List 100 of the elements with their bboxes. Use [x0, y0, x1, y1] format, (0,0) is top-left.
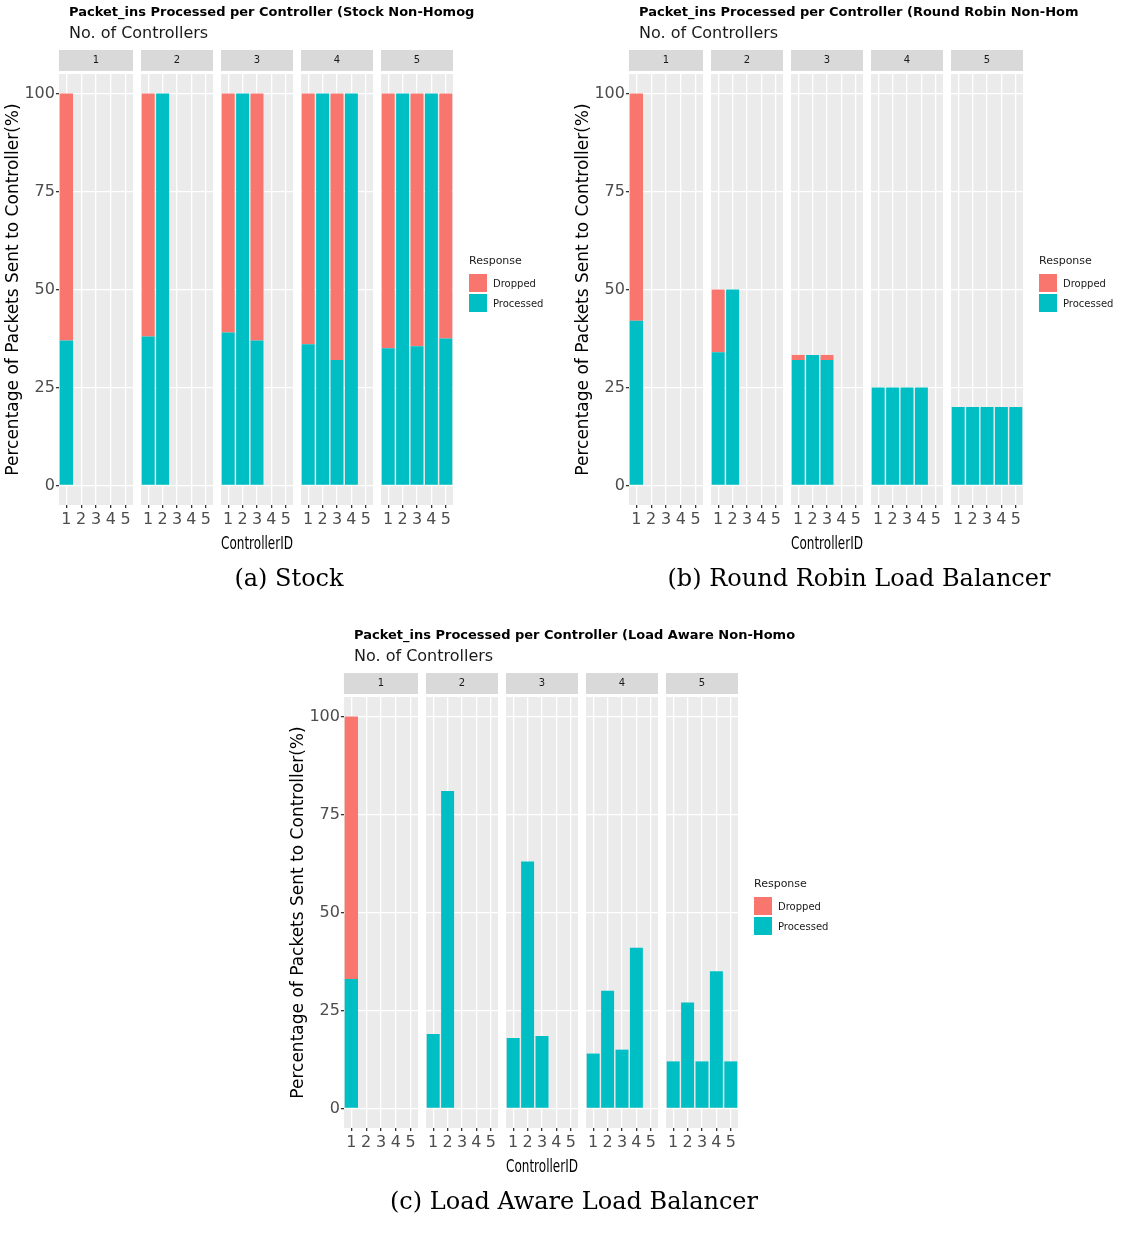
x-tick-label: 2	[157, 508, 168, 528]
text: No. of Controllers	[69, 23, 209, 42]
x-tick-label: 5	[1010, 508, 1021, 528]
y-tick-label: 75	[34, 180, 55, 200]
chart-title: 3	[823, 54, 831, 66]
x-tick-label: 2	[727, 508, 738, 528]
x-tick-label: 1	[61, 508, 72, 528]
x-tick-label: 3	[375, 1131, 387, 1151]
x-tick-label: 1	[143, 508, 154, 528]
y-tick-label: 50	[604, 278, 625, 298]
x-tick-label: 3	[171, 508, 183, 528]
text: Packet_ins Processed per Controller (Load Aware Non-Homo	[354, 627, 796, 642]
chart-title: 1	[662, 54, 670, 66]
y-tick-label: 75	[319, 803, 340, 823]
x-tick-label: 4	[996, 508, 1007, 528]
chart-title: 1	[377, 677, 385, 689]
x-tick-label: 3	[981, 508, 993, 528]
x-tick-label: 1	[588, 1131, 599, 1151]
legend-label: Processed	[778, 920, 829, 932]
x-tick-label: 1	[383, 508, 394, 528]
y-tick-label: 50	[34, 278, 55, 298]
x-tick-label: 5	[280, 508, 291, 528]
x-tick-label: 2	[807, 508, 818, 528]
y-axis-title: Percentage of Packets Sent to Controller(%)	[286, 726, 307, 1099]
y-tick-label: 25	[34, 376, 55, 396]
x-tick-label: 3	[411, 508, 423, 528]
x-tick-label: 3	[696, 1131, 708, 1151]
y-tick-label: 75	[604, 180, 625, 200]
x-tick-label: 3	[660, 508, 672, 528]
x-tick-label: 3	[331, 508, 343, 528]
x-tick-label: 3	[616, 1131, 628, 1151]
x-tick-label: 4	[471, 1131, 482, 1151]
x-tick-label: 4	[711, 1131, 722, 1151]
y-tick-label: 0	[614, 474, 625, 494]
text: No. of Controllers	[639, 23, 779, 42]
bar	[439, 93, 453, 339]
x-tick-label: 3	[741, 508, 753, 528]
x-tick-label: 5	[200, 508, 211, 528]
x-tick-label: 3	[90, 508, 102, 528]
x-tick-label: 1	[508, 1131, 519, 1151]
chart-title: 2	[173, 54, 181, 66]
y-axis-title: Percentage of Packets Sent to Controller(%)	[1, 103, 22, 476]
legend-label: Dropped	[1063, 277, 1106, 289]
x-tick-label: 4	[390, 1131, 401, 1151]
x-tick-label: 4	[105, 508, 116, 528]
chart-title: 2	[743, 54, 751, 66]
x-tick-label: 5	[405, 1131, 416, 1151]
x-tick-label: 5	[725, 1131, 736, 1151]
x-tick-label: 2	[967, 508, 978, 528]
chart-title: 5	[698, 677, 706, 689]
y-axis-title: Percentage of Packets Sent to Controller(%)	[571, 103, 592, 476]
x-tick-label: 4	[836, 508, 847, 528]
text: (b) Round Robin Load Balancer	[666, 564, 1052, 592]
x-tick-label: 4	[631, 1131, 642, 1151]
legend-label: Processed	[1063, 297, 1114, 309]
chart-title: 3	[253, 54, 261, 66]
bar	[410, 93, 424, 347]
text: (c) Load Aware Load Balancer	[388, 1187, 760, 1215]
x-axis-title: ControllerID	[506, 1155, 578, 1177]
x-tick-label: 4	[266, 508, 277, 528]
chart-title: 4	[618, 677, 626, 689]
x-tick-label: 5	[120, 508, 131, 528]
x-tick-label: 5	[485, 1131, 496, 1151]
y-tick-label: 100	[594, 82, 625, 102]
x-tick-label: 1	[953, 508, 964, 528]
x-tick-label: 5	[360, 508, 371, 528]
text: (a) Stock	[233, 564, 345, 592]
x-tick-label: 2	[76, 508, 87, 528]
x-tick-label: 1	[713, 508, 724, 528]
x-tick-label: 2	[397, 508, 408, 528]
x-tick-label: 4	[186, 508, 197, 528]
x-tick-label: 1	[303, 508, 314, 528]
x-tick-label: 4	[756, 508, 767, 528]
y-tick-label: 50	[319, 901, 340, 921]
x-tick-label: 4	[426, 508, 437, 528]
text: Packet_ins Processed per Controller (Stock Non-Homog	[69, 4, 475, 19]
y-tick-label: 100	[309, 705, 340, 725]
x-tick-label: 4	[551, 1131, 562, 1151]
text: No. of Controllers	[354, 646, 494, 665]
x-tick-label: 1	[668, 1131, 679, 1151]
x-tick-label: 2	[887, 508, 898, 528]
x-tick-label: 2	[237, 508, 248, 528]
x-tick-label: 2	[361, 1131, 372, 1151]
chart-title: 1	[92, 54, 100, 66]
chart-title: 4	[903, 54, 911, 66]
x-tick-label: 5	[690, 508, 701, 528]
x-tick-label: 1	[793, 508, 804, 528]
x-tick-label: 3	[536, 1131, 548, 1151]
legend-title: Response	[754, 877, 808, 890]
text: Packet_ins Processed per Controller (Round Robin Non-Hom	[639, 4, 1079, 19]
x-tick-label: 5	[930, 508, 941, 528]
x-tick-label: 1	[346, 1131, 357, 1151]
chart-title: 3	[538, 677, 546, 689]
x-tick-label: 4	[916, 508, 927, 528]
legend-title: Response	[469, 254, 523, 267]
x-tick-label: 2	[317, 508, 328, 528]
legend-label: Dropped	[778, 900, 821, 912]
bar	[615, 1049, 629, 1108]
bar	[629, 947, 643, 1108]
chart-title: 5	[983, 54, 991, 66]
